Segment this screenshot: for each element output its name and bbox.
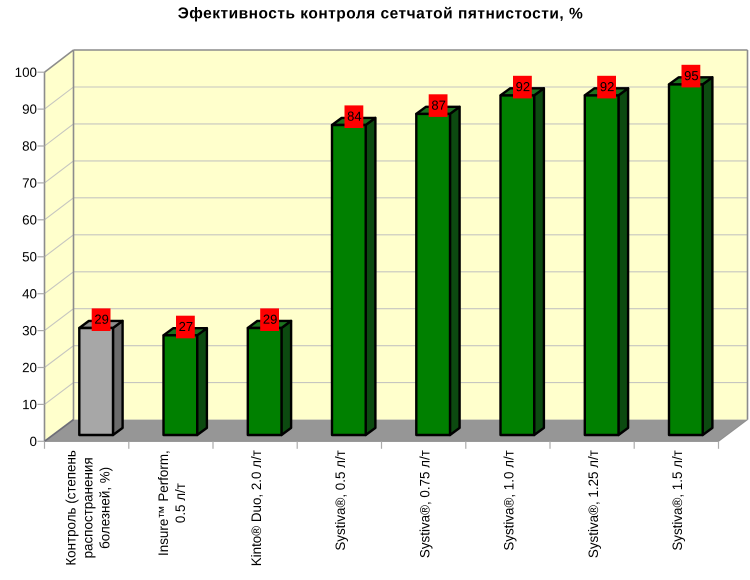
svg-text:87: 87 <box>431 98 445 113</box>
svg-text:84: 84 <box>347 109 361 124</box>
svg-text:30: 30 <box>22 323 37 338</box>
svg-text:50: 50 <box>22 249 37 264</box>
svg-text:60: 60 <box>22 212 37 227</box>
svg-text:27: 27 <box>179 319 193 334</box>
svg-text:95: 95 <box>684 68 698 83</box>
svg-text:29: 29 <box>94 312 108 327</box>
svg-text:29: 29 <box>263 312 277 327</box>
svg-text:10: 10 <box>22 397 37 412</box>
svg-text:распостранения: распостранения <box>80 457 95 558</box>
svg-text:Insure™ Perform,: Insure™ Perform, <box>156 450 171 556</box>
svg-text:Systiva®, 1.5 л/т: Systiva®, 1.5 л/т <box>670 450 685 550</box>
svg-text:40: 40 <box>22 286 37 301</box>
svg-text:0.5 л/т: 0.5 л/т <box>173 483 188 523</box>
svg-text:100: 100 <box>15 65 37 80</box>
svg-text:92: 92 <box>600 79 614 94</box>
svg-text:Контроль (степень: Контроль (степень <box>63 450 78 566</box>
svg-text:70: 70 <box>22 176 37 191</box>
svg-text:Systiva®, 1.25 л/т: Systiva®, 1.25 л/т <box>586 450 601 558</box>
svg-text:Systiva®, 0.5 л/т: Systiva®, 0.5 л/т <box>333 450 348 550</box>
svg-text:болезней, %): болезней, %) <box>97 467 112 549</box>
svg-text:92: 92 <box>516 79 530 94</box>
svg-text:90: 90 <box>22 102 37 117</box>
svg-text:Эфективность контроля сетчатой: Эфективность контроля сетчатой пятнистос… <box>178 5 584 22</box>
svg-text:20: 20 <box>22 360 37 375</box>
svg-text:Systiva®, 1.0 л/т: Systiva®, 1.0 л/т <box>502 450 517 550</box>
svg-text:Systiva®, 0.75 л/т: Systiva®, 0.75 л/т <box>417 450 432 558</box>
svg-text:0: 0 <box>30 434 37 449</box>
svg-text:Kinto® Duo, 2.0 л/т: Kinto® Duo, 2.0 л/т <box>249 450 264 566</box>
svg-text:80: 80 <box>22 139 37 154</box>
